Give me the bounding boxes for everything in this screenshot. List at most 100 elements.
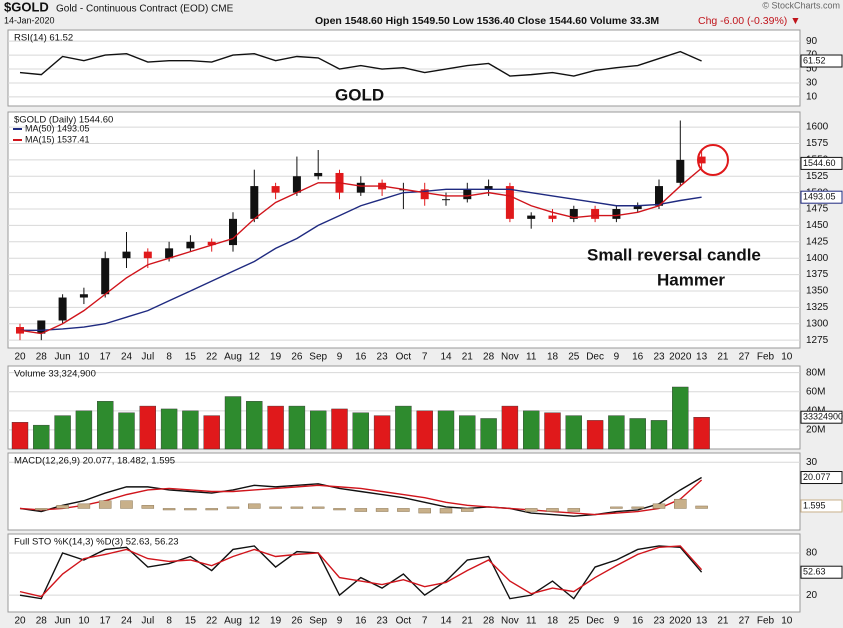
volume-bar xyxy=(331,408,348,450)
y-tick-label: 80M xyxy=(806,367,825,378)
x-tick-label: 22 xyxy=(206,616,218,627)
x-tick-label: 13 xyxy=(696,616,708,627)
x-tick-label: 15 xyxy=(185,352,197,363)
panel-title: MACD(12,26,9) 20.077, 18.482, 1.595 xyxy=(14,456,175,467)
volume-bar xyxy=(224,396,242,450)
volume-bar xyxy=(373,415,391,450)
last-value-box xyxy=(800,410,843,424)
candle-body xyxy=(37,320,46,334)
y-tick-label: 1325 xyxy=(806,302,829,313)
last-value-label: 1544.60 xyxy=(803,158,836,168)
series-line xyxy=(19,545,703,598)
x-tick-label: 21 xyxy=(462,616,474,627)
x-tick-label: 19 xyxy=(270,616,282,627)
volume-bar xyxy=(139,405,157,450)
x-tick-label: 8 xyxy=(166,352,172,363)
change: Chg -6.00 (-0.39%) ▼ xyxy=(698,15,801,27)
volume-bar xyxy=(693,417,710,450)
x-tick-label: 24 xyxy=(121,352,133,363)
y-tick-label: 1425 xyxy=(806,236,829,247)
x-tick-label: 21 xyxy=(717,352,729,363)
last-value-box xyxy=(800,54,843,68)
candle-body xyxy=(612,209,621,219)
y-tick-label: 30 xyxy=(806,457,818,468)
histogram-bar xyxy=(120,500,133,509)
last-value-label: 20.077 xyxy=(803,472,831,482)
x-tick-label: 20 xyxy=(14,616,26,627)
y-tick-label: 1275 xyxy=(806,335,829,346)
volume-bar xyxy=(523,410,540,450)
candle-body xyxy=(463,189,472,200)
panel-frame xyxy=(7,111,801,349)
candle-body xyxy=(186,241,195,249)
y-tick-label: 1450 xyxy=(806,220,829,231)
histogram-bar xyxy=(162,508,176,511)
histogram-bar xyxy=(98,500,112,509)
histogram-bar xyxy=(375,508,389,512)
y-tick-label: 50 xyxy=(806,64,818,75)
x-tick-label: 9 xyxy=(337,616,343,627)
histogram-bar xyxy=(226,506,240,509)
x-tick-label: Oct xyxy=(396,352,412,363)
x-tick-label: 2020 xyxy=(669,352,692,363)
volume-bar xyxy=(501,405,519,450)
candle-body xyxy=(314,172,323,177)
histogram-bar xyxy=(695,505,708,509)
candle-body xyxy=(292,176,301,193)
x-tick-label: 24 xyxy=(121,616,133,627)
candle-body xyxy=(633,205,642,210)
last-value-box xyxy=(800,156,843,170)
histogram-bar xyxy=(35,508,48,511)
instrument-name: Gold - Continuous Contract (EOD) CME xyxy=(56,4,234,15)
volume-bar xyxy=(480,418,497,450)
histogram-bar xyxy=(290,506,304,509)
histogram-bar xyxy=(439,508,453,514)
histogram-bar xyxy=(333,508,346,511)
highlight-circle xyxy=(697,144,729,176)
volume-bar xyxy=(352,412,369,450)
y-tick-label: 1375 xyxy=(806,269,829,280)
histogram-bar xyxy=(546,508,559,512)
volume-bar xyxy=(288,405,306,450)
x-tick-label: 7 xyxy=(422,352,428,363)
panel-title: $GOLD (Daily) 1544.60 xyxy=(14,115,113,126)
histogram-bar xyxy=(141,505,155,509)
volume-bar xyxy=(437,410,455,450)
last-value-label: 52.63 xyxy=(803,567,826,577)
series-line xyxy=(19,167,703,335)
x-tick-label: 15 xyxy=(185,616,197,627)
y-tick-label: 30 xyxy=(806,78,818,89)
histogram-bar xyxy=(674,498,687,509)
y-tick-label: 1400 xyxy=(806,253,829,264)
x-tick-label: 23 xyxy=(377,616,389,627)
x-tick-label: Jul xyxy=(141,352,154,363)
last-value-label: 33324900 xyxy=(803,412,843,422)
volume-bar xyxy=(650,420,668,450)
x-tick-label: 27 xyxy=(739,616,751,627)
x-tick-label: 14 xyxy=(440,352,452,363)
y-tick-label: 80 xyxy=(806,548,818,559)
candle-body xyxy=(484,186,493,190)
last-value-label: 1493.05 xyxy=(803,192,836,202)
series-line xyxy=(19,476,702,517)
x-tick-label: 23 xyxy=(377,352,389,363)
candle-body xyxy=(420,189,429,200)
y-tick-label: 60M xyxy=(806,386,825,397)
x-tick-label: 12 xyxy=(249,616,261,627)
y-tick-label: 1300 xyxy=(806,318,829,329)
volume-bar xyxy=(96,401,114,450)
candle-body xyxy=(250,186,259,219)
date: 14-Jan-2020 xyxy=(4,15,55,25)
candle-body xyxy=(356,182,365,193)
candle-body xyxy=(591,209,600,219)
credit: © StockCharts.com xyxy=(762,0,840,10)
x-tick-label: Sep xyxy=(309,616,327,627)
x-tick-label: 25 xyxy=(568,352,580,363)
x-tick-label: 18 xyxy=(547,616,559,627)
panel-title: Full STO %K(14,3) %D(3) 52.63, 56.23 xyxy=(14,537,179,548)
candle-body xyxy=(505,186,514,219)
candle-body xyxy=(569,209,578,219)
y-tick-label: 90 xyxy=(806,36,818,47)
y-tick-label: 1475 xyxy=(806,204,829,215)
x-tick-label: 28 xyxy=(483,616,495,627)
